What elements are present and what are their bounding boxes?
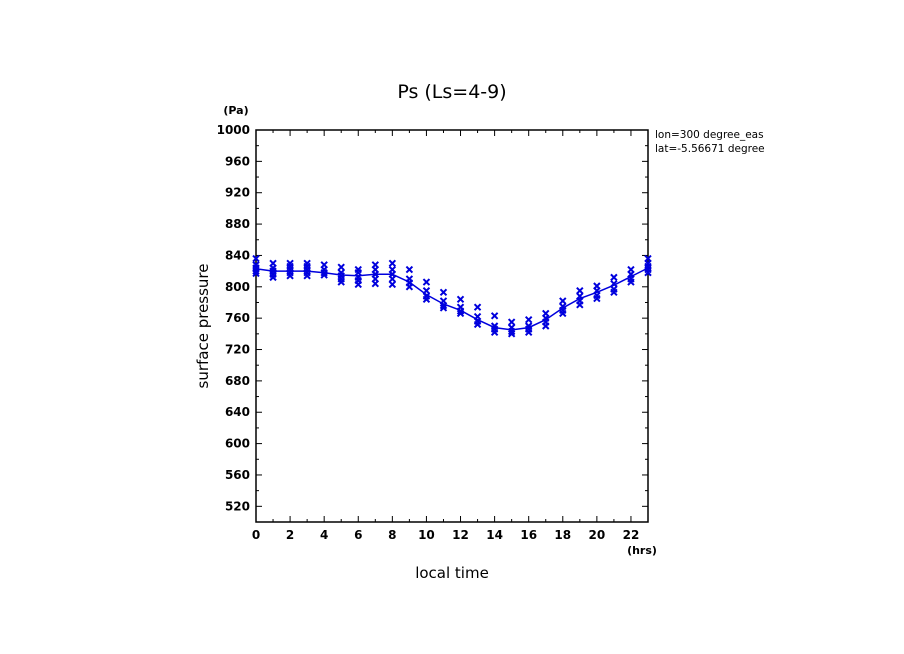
data-point-marker — [473, 303, 482, 311]
axes: 5205606006406807207608008408809209601000… — [217, 123, 649, 542]
y-tick-label: 1000 — [217, 123, 250, 137]
y-tick-label: 720 — [225, 343, 250, 357]
data-point-marker — [388, 280, 397, 289]
x-tick-label: 10 — [418, 528, 435, 542]
data-point-marker — [507, 318, 516, 326]
y-tick-label: 920 — [225, 186, 250, 200]
data-point-marker — [439, 288, 448, 296]
y-tick-label: 840 — [225, 248, 250, 262]
x-tick-label: 2 — [286, 528, 294, 542]
y-tick-label: 880 — [225, 217, 250, 231]
data-point-marker — [337, 263, 345, 271]
data-point-marker — [559, 297, 567, 305]
x-tick-label: 12 — [452, 528, 469, 542]
data-point-marker — [252, 254, 260, 263]
y-axis-unit: (Pa) — [223, 104, 248, 117]
x-tick-label: 8 — [388, 528, 396, 542]
data-point-marker — [473, 320, 482, 329]
annotation-longitude: lon=300 degree_eas — [655, 129, 764, 141]
data-point-marker — [576, 287, 584, 295]
data-point-marker — [593, 294, 601, 303]
x-tick-label: 22 — [623, 528, 640, 542]
data-point-marker — [405, 283, 414, 291]
data-point-marker — [610, 273, 618, 282]
data-point-marker — [439, 304, 448, 312]
x-tick-label: 20 — [589, 528, 606, 542]
x-tick-label: 4 — [320, 528, 328, 542]
y-tick-label: 800 — [225, 280, 250, 294]
data-point-marker — [422, 295, 431, 304]
data-point-marker — [542, 322, 550, 330]
data-point-marker — [371, 279, 380, 288]
data-point-marker — [576, 301, 584, 309]
annotation-clip — [778, 126, 904, 160]
data-point-marker — [610, 288, 618, 296]
y-tick-label: 560 — [225, 468, 250, 482]
x-tick-label: 6 — [354, 528, 362, 542]
y-tick-label: 520 — [225, 499, 250, 513]
annotation-latitude: lat=-5.56671 degree — [655, 143, 765, 155]
data-point-marker — [303, 272, 311, 280]
data-point-marker — [286, 272, 294, 280]
data-point-marker — [524, 316, 533, 324]
data-point-marker — [456, 295, 465, 304]
data-point-marker — [644, 268, 652, 277]
data-point-marker — [490, 328, 499, 336]
y-tick-label: 640 — [225, 405, 250, 419]
data-point-marker — [559, 309, 567, 318]
x-tick-label: 18 — [554, 528, 571, 542]
data-point-marker — [337, 278, 345, 286]
data-point-marker — [405, 265, 414, 274]
data-point-marker — [252, 269, 260, 278]
y-tick-label: 680 — [225, 374, 250, 388]
data-point-marker — [422, 278, 431, 286]
data-point-marker — [388, 259, 397, 267]
y-tick-label: 760 — [225, 311, 250, 325]
plot-frame — [255, 129, 649, 523]
series-line — [255, 267, 649, 331]
x-tick-label: 0 — [252, 528, 260, 542]
y-tick-label: 960 — [225, 154, 250, 168]
y-axis-label: surface pressure — [194, 264, 212, 389]
data-point-marker — [627, 278, 635, 286]
chart-title: Ps (Ls=4-9) — [397, 81, 506, 103]
y-tick-label: 600 — [225, 437, 250, 451]
data-point-marker — [490, 312, 499, 320]
x-tick-label: 14 — [486, 528, 503, 542]
data-point-marker — [507, 330, 516, 338]
x-axis-label: local time — [415, 564, 489, 582]
data-point-marker — [269, 273, 277, 282]
data-point-marker — [524, 328, 533, 336]
data-layer — [252, 254, 652, 338]
data-point-marker — [354, 280, 362, 289]
x-tick-label: 16 — [520, 528, 537, 542]
x-axis-unit: (hrs) — [627, 544, 657, 557]
data-point-marker — [388, 275, 397, 283]
